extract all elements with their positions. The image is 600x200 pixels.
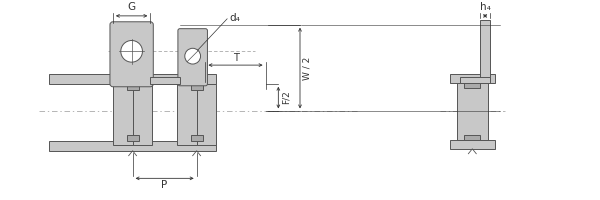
Bar xyxy=(464,135,480,140)
Bar xyxy=(191,84,203,90)
Bar xyxy=(127,135,139,141)
Text: P: P xyxy=(161,180,168,190)
Text: d₄: d₄ xyxy=(229,13,240,23)
Bar xyxy=(197,84,217,145)
Bar xyxy=(49,74,217,84)
Text: W / 2: W / 2 xyxy=(303,56,312,80)
Bar xyxy=(480,20,490,81)
Text: T: T xyxy=(233,53,238,63)
Text: G: G xyxy=(128,2,136,12)
Bar xyxy=(449,74,495,83)
Bar xyxy=(191,135,203,141)
Text: F/2: F/2 xyxy=(281,91,290,104)
Bar xyxy=(460,77,490,83)
Bar xyxy=(49,141,217,151)
Bar xyxy=(151,77,180,84)
Bar xyxy=(133,84,152,145)
Text: h₄: h₄ xyxy=(479,2,491,12)
Bar xyxy=(449,140,495,149)
Bar xyxy=(177,84,197,145)
Bar xyxy=(464,83,480,88)
FancyBboxPatch shape xyxy=(178,29,208,86)
Bar xyxy=(113,84,133,145)
FancyBboxPatch shape xyxy=(110,22,153,87)
Bar xyxy=(127,84,139,90)
Bar xyxy=(457,83,488,140)
Circle shape xyxy=(185,48,200,64)
Circle shape xyxy=(121,40,142,62)
